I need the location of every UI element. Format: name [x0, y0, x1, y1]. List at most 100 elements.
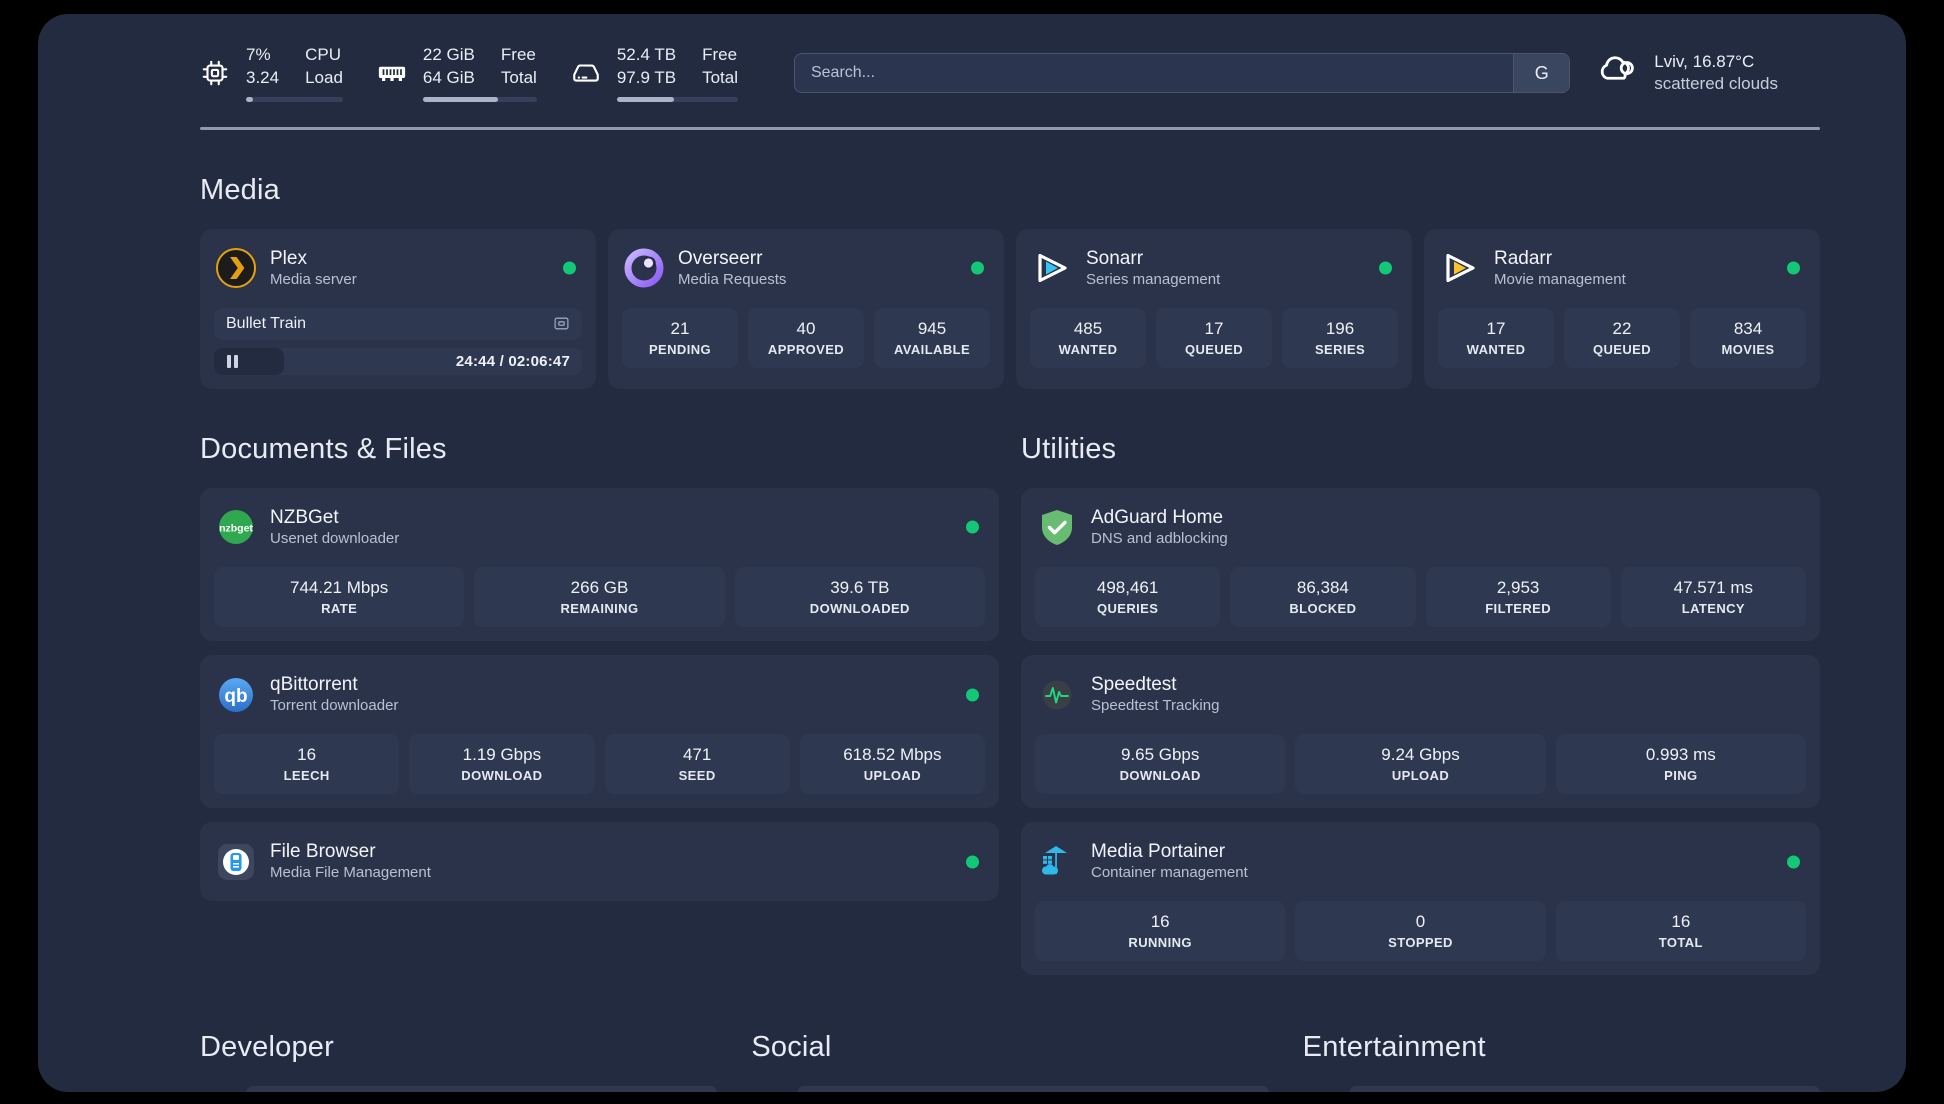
- pause-icon[interactable]: [227, 354, 238, 368]
- qbittorrent-icon: qb: [216, 675, 256, 715]
- app-name: Sonarr: [1086, 248, 1144, 269]
- header-divider: [200, 127, 1820, 130]
- stat-row: 17 WANTED 22 QUEUED 834 MOVIES: [1438, 307, 1806, 369]
- memory-ram-icon: [377, 58, 407, 88]
- resource-value-primary: 22 GiB: [422, 44, 475, 64]
- plex-icon: [216, 248, 256, 289]
- stat-tile[interactable]: 2,953 FILTERED: [1425, 566, 1611, 628]
- stat-value: 17: [1204, 318, 1224, 338]
- stat-label: QUERIES: [1096, 601, 1159, 617]
- status-badge: [1787, 261, 1800, 275]
- stat-tile[interactable]: 17 WANTED: [1438, 307, 1554, 369]
- app-card-file-browser[interactable]: File Browser Media File Management: [200, 822, 999, 902]
- stat-value: 744.21 Mbps: [290, 577, 389, 597]
- weather-description: scattered clouds: [1654, 74, 1778, 93]
- weather-widget[interactable]: Lviv, 16.87°C scattered clouds: [1596, 52, 1778, 94]
- portainer-icon: [1037, 842, 1077, 882]
- search-engine-button[interactable]: G: [1513, 54, 1570, 92]
- stat-tile[interactable]: 834 MOVIES: [1690, 307, 1806, 369]
- app-header[interactable]: Plex Media server: [214, 243, 582, 294]
- app-subtitle: Media File Management: [270, 864, 431, 882]
- middle-columns: Documents & Files nzbget NZBGet Usenet d…: [200, 433, 1820, 976]
- stat-value: 945: [917, 318, 947, 338]
- app-name: Overseerr: [678, 248, 763, 269]
- app-card-nzbget[interactable]: nzbget NZBGet Usenet downloader 744.21 M…: [200, 487, 999, 642]
- app-header[interactable]: AdGuard Home DNS and adblocking: [1035, 502, 1806, 553]
- list-item[interactable]: LI LinkedIn linkedin.com: [751, 1086, 1269, 1092]
- app-name: AdGuard Home: [1091, 506, 1224, 528]
- app-header[interactable]: Speedtest Speedtest Tracking: [1035, 669, 1806, 720]
- stat-tile[interactable]: 9.65 Gbps DOWNLOAD: [1035, 734, 1286, 795]
- stat-value: 17: [1486, 318, 1506, 338]
- app-card-speedtest[interactable]: Speedtest Speedtest Tracking 9.65 Gbps D…: [1021, 655, 1820, 809]
- stat-value: 834: [1733, 318, 1763, 338]
- app-card-plex[interactable]: Plex Media server Bullet Train 24:44 / 0…: [200, 229, 596, 389]
- resource-value-secondary: 3.24: [246, 67, 280, 87]
- stat-value: 471: [682, 745, 712, 765]
- app-card-radarr[interactable]: Radarr Movie management 17 WANTED 22 QUE…: [1424, 229, 1820, 389]
- stat-tile[interactable]: 471 SEED: [604, 734, 790, 795]
- bookmark-link[interactable]: YouTube youtube.com: [1348, 1086, 1820, 1092]
- stat-tile[interactable]: 945 AVAILABLE: [874, 307, 990, 369]
- app-header[interactable]: Overseerr Media Requests: [622, 243, 990, 294]
- playback-progress[interactable]: 24:44 / 02:06:47: [214, 347, 582, 375]
- stat-value: 40: [796, 318, 816, 338]
- stat-tile[interactable]: 266 GB REMAINING: [474, 566, 725, 628]
- app-header[interactable]: Sonarr Series management: [1030, 243, 1398, 294]
- app-header[interactable]: Media Portainer Container management: [1035, 836, 1806, 887]
- stat-tile[interactable]: 0.993 ms PING: [1555, 734, 1806, 795]
- app-card-sonarr[interactable]: Sonarr Series management 485 WANTED 17 Q…: [1016, 229, 1412, 389]
- stat-label: MOVIES: [1721, 342, 1775, 358]
- app-subtitle: Media server: [270, 271, 357, 289]
- stat-tile[interactable]: 196 SERIES: [1282, 307, 1398, 369]
- stat-tile[interactable]: 16 LEECH: [214, 734, 400, 795]
- stat-tile[interactable]: 0 STOPPED: [1295, 901, 1546, 962]
- stat-tile[interactable]: 22 QUEUED: [1564, 307, 1680, 369]
- app-card-media-portainer[interactable]: Media Portainer Container management 16 …: [1021, 822, 1820, 976]
- overseerr-icon: [624, 248, 664, 288]
- status-badge: [966, 520, 979, 534]
- stat-label: AVAILABLE: [893, 342, 971, 358]
- app-header[interactable]: qb qBittorrent Torrent downloader: [214, 669, 985, 720]
- app-subtitle: Media Requests: [678, 271, 787, 289]
- stat-label: QUEUED: [1592, 342, 1652, 358]
- search-input[interactable]: [794, 54, 1514, 92]
- bookmark-group: Developer GH Github github.com SO StackO…: [200, 1031, 718, 1092]
- stat-tile[interactable]: 1.19 Gbps DOWNLOAD: [409, 734, 595, 795]
- app-subtitle: Series management: [1086, 271, 1221, 289]
- resource-group-0: 7% 3.24 CPU Load: [200, 44, 343, 103]
- utilities-column: AdGuard Home DNS and adblocking 498,461 …: [1021, 487, 1820, 976]
- bookmark-link[interactable]: LinkedIn linkedin.com: [797, 1086, 1269, 1092]
- stat-tile[interactable]: 744.21 Mbps RATE: [214, 566, 465, 628]
- search-box[interactable]: G: [793, 53, 1571, 93]
- playback-time: 24:44 / 02:06:47: [455, 352, 570, 370]
- app-header[interactable]: File Browser Media File Management: [214, 836, 985, 887]
- app-card-overseerr[interactable]: Overseerr Media Requests 21 PENDING 40 A…: [608, 229, 1004, 389]
- cast-icon: [553, 315, 570, 332]
- stat-label: DOWNLOADED: [809, 601, 910, 617]
- bookmark-link[interactable]: Github github.com: [246, 1086, 718, 1092]
- app-card-qbittorrent[interactable]: qb qBittorrent Torrent downloader 16 LEE…: [200, 655, 999, 809]
- stat-value: 9.65 Gbps: [1120, 745, 1200, 765]
- stat-tile[interactable]: 17 QUEUED: [1156, 307, 1272, 369]
- stat-tile[interactable]: 47.571 ms LATENCY: [1620, 566, 1806, 628]
- stat-tile[interactable]: 618.52 Mbps UPLOAD: [799, 734, 985, 795]
- stat-tile[interactable]: 9.24 Gbps UPLOAD: [1295, 734, 1546, 795]
- app-header[interactable]: Radarr Movie management: [1438, 243, 1806, 294]
- stat-tile[interactable]: 16 RUNNING: [1035, 901, 1286, 962]
- stat-tile[interactable]: 485 WANTED: [1030, 307, 1146, 369]
- stat-tile[interactable]: 86,384 BLOCKED: [1230, 566, 1416, 628]
- stat-tile[interactable]: 39.6 TB DOWNLOADED: [734, 566, 985, 628]
- app-card-adguard-home[interactable]: AdGuard Home DNS and adblocking 498,461 …: [1021, 487, 1820, 642]
- stat-label: SERIES: [1314, 342, 1366, 358]
- stat-tile[interactable]: 21 PENDING: [622, 307, 738, 369]
- list-item[interactable]: GH Github github.com: [200, 1086, 718, 1092]
- stat-tile[interactable]: 40 APPROVED: [748, 307, 864, 369]
- svg-text:nzbget: nzbget: [219, 523, 253, 535]
- stat-tile[interactable]: 16 TOTAL: [1555, 901, 1806, 962]
- app-header[interactable]: nzbget NZBGet Usenet downloader: [214, 502, 985, 553]
- header-bar: 7% 3.24 CPU Load 22 GiB 64 GiB Free: [38, 14, 1906, 132]
- now-playing-bar[interactable]: Bullet Train: [214, 307, 582, 340]
- stat-tile[interactable]: 498,461 QUERIES: [1035, 566, 1221, 628]
- list-item[interactable]: YT YouTube youtube.com: [1303, 1086, 1820, 1092]
